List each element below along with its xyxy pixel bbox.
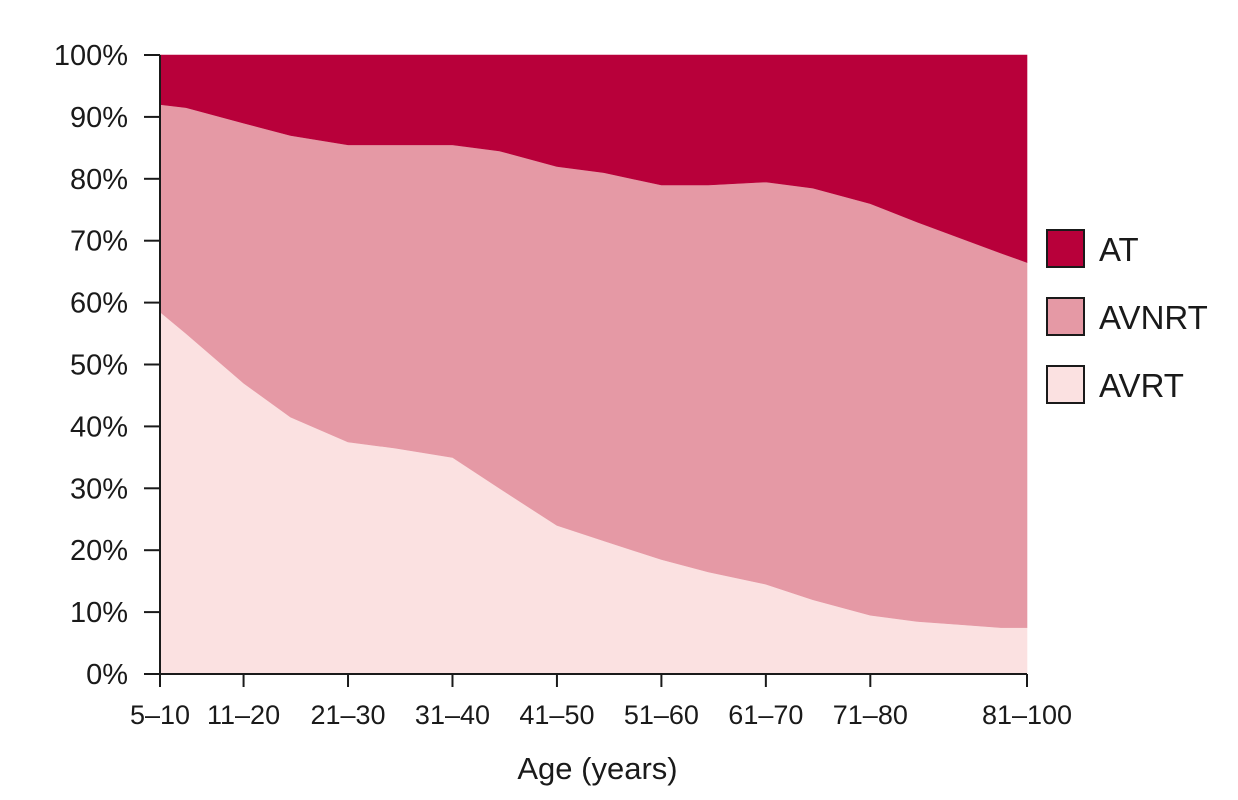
x-tick-label: 71–80: [833, 700, 908, 730]
x-tick-label: 61–70: [728, 700, 803, 730]
y-tick-label: 60%: [70, 288, 128, 320]
y-tick-label: 90%: [70, 102, 128, 134]
x-tick-label: 41–50: [519, 700, 594, 730]
y-tick-label: 50%: [70, 350, 128, 382]
legend-swatch-avrt: [1046, 365, 1085, 404]
legend-label-at: AT: [1099, 231, 1139, 268]
y-tick-label: 80%: [70, 164, 128, 196]
x-tick-label: 5–10: [130, 700, 190, 730]
y-axis-ticks: 0% 10% 20% 30% 40% 50% 60% 70% 80% 90% 100%: [54, 40, 160, 691]
legend-swatch-avnrt: [1046, 297, 1085, 336]
x-axis-ticks: 5–10 11–20 21–30 31–40 41–50 51–60 61–70 71–80 8…: [130, 674, 1072, 730]
y-tick-label: 70%: [70, 226, 128, 258]
x-tick-label: 81–100: [982, 700, 1072, 730]
x-tick-label: 21–30: [310, 700, 385, 730]
y-tick-label: 30%: [70, 473, 128, 505]
y-tick-label: 40%: [70, 411, 128, 443]
legend-label-avrt: AVRT: [1099, 367, 1184, 404]
y-tick-label: 0%: [86, 659, 128, 691]
area-layers: [159, 54, 1028, 675]
x-tick-label: 51–60: [624, 700, 699, 730]
y-tick-label: 100%: [54, 40, 128, 72]
legend-swatch-at: [1046, 229, 1085, 268]
area-at: [159, 54, 1028, 263]
legend-label-avnrt: AVNRT: [1099, 299, 1208, 336]
x-tick-label: 11–20: [207, 700, 280, 730]
x-axis-title: Age (years): [517, 751, 677, 786]
legend: AT AVNRT AVRT: [1046, 229, 1208, 404]
y-tick-label: 10%: [70, 597, 128, 629]
x-tick-label: 31–40: [415, 700, 490, 730]
y-tick-label: 20%: [70, 535, 128, 567]
